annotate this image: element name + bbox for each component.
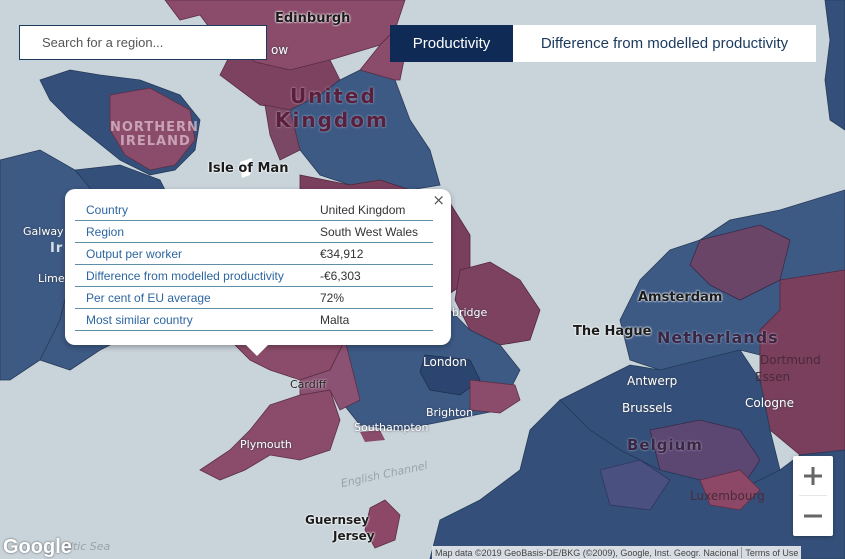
region-luxembourg[interactable] xyxy=(699,469,761,511)
row-value: United Kingdom xyxy=(320,199,433,221)
region-netherlands-purple[interactable] xyxy=(689,224,791,301)
row-value: -€6,303 xyxy=(320,264,433,287)
zoom-in-button[interactable] xyxy=(793,456,833,496)
table-row: Country United Kingdom xyxy=(75,199,433,221)
search-input[interactable] xyxy=(40,34,254,51)
region-info-popup: × Country United Kingdom Region South We… xyxy=(65,189,451,345)
plus-icon xyxy=(804,467,822,485)
zoom-out-button[interactable] xyxy=(793,496,833,536)
row-label: Country xyxy=(75,199,320,221)
region-france-purple[interactable] xyxy=(599,459,671,511)
region-lake-district[interactable] xyxy=(264,104,301,161)
terms-link[interactable]: Terms of Use xyxy=(745,547,799,558)
region-kent[interactable] xyxy=(469,379,521,414)
popup-pointer xyxy=(246,345,268,356)
attribution-divider xyxy=(741,547,743,558)
row-label: Difference from modelled productivity xyxy=(75,264,320,287)
view-toggle: Productivity Difference from modelled pr… xyxy=(390,25,816,62)
region-east-anglia[interactable] xyxy=(454,261,541,346)
region-isle-of-wight[interactable] xyxy=(360,430,385,442)
region-london[interactable] xyxy=(419,354,481,396)
row-label: Output per worker xyxy=(75,242,320,265)
region-south-west[interactable] xyxy=(199,389,341,481)
close-icon[interactable]: × xyxy=(432,191,445,209)
region-top-right[interactable] xyxy=(824,0,845,131)
region-isle-of-man[interactable] xyxy=(240,158,252,178)
region-search[interactable] xyxy=(19,25,267,60)
minus-icon xyxy=(804,514,822,518)
row-label: Per cent of EU average xyxy=(75,286,320,309)
region-jersey-island[interactable] xyxy=(364,499,401,549)
region-north-england[interactable] xyxy=(289,69,441,191)
zoom-control xyxy=(793,456,833,536)
google-logo[interactable]: Google xyxy=(3,536,72,558)
row-value: Malta xyxy=(320,308,433,331)
region-northern-ireland[interactable] xyxy=(109,87,196,171)
difference-tab[interactable]: Difference from modelled productivity xyxy=(513,25,816,62)
region-info-table: Country United Kingdom Region South West… xyxy=(75,199,433,331)
row-value: 72% xyxy=(320,286,433,309)
table-row: Per cent of EU average 72% xyxy=(75,286,433,309)
map-attribution: Map data ©2019 GeoBasis-DE/BKG (©2009), … xyxy=(432,546,802,559)
row-label: Region xyxy=(75,220,320,243)
row-value: €34,912 xyxy=(320,242,433,265)
zoom-divider xyxy=(799,495,827,496)
table-row: Output per worker €34,912 xyxy=(75,242,433,265)
productivity-tab[interactable]: Productivity xyxy=(390,25,513,62)
row-value: South West Wales xyxy=(320,220,433,243)
table-row: Region South West Wales xyxy=(75,220,433,243)
table-row: Most similar country Malta xyxy=(75,308,433,331)
table-row: Difference from modelled productivity -€… xyxy=(75,264,433,287)
region-somerset[interactable] xyxy=(299,338,361,411)
row-label: Most similar country xyxy=(75,308,320,331)
map-data-credit: Map data ©2019 GeoBasis-DE/BKG (©2009), … xyxy=(435,547,739,558)
